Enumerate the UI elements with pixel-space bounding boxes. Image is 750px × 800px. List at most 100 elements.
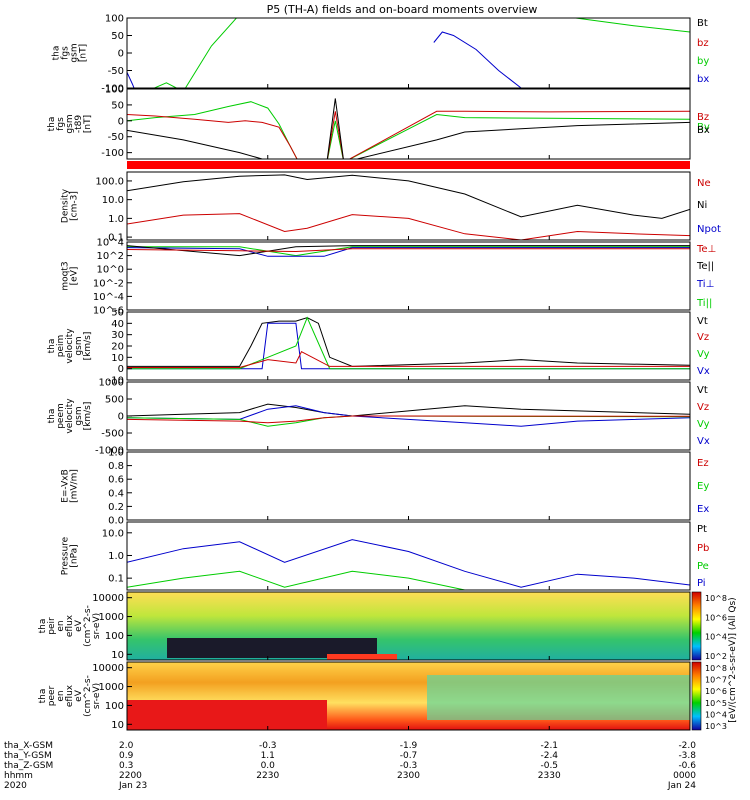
y-tick-label: -50 [108, 66, 124, 77]
y-tick-label: 1.0 [108, 448, 124, 459]
y-tick-label: 10000 [92, 593, 124, 604]
panel-9: 10^8 10^7 10^6 10^5 10^4 10^3 10000 1000 100 10 th… [38, 661, 727, 731]
legend-entry: By [697, 122, 710, 133]
y-label-line: tha [38, 619, 48, 634]
y-label-line: fgs [56, 117, 66, 131]
legend-entry: Pi [697, 578, 706, 589]
panel-frame [126, 88, 691, 160]
legend-entry: Vx [697, 436, 710, 447]
y-tick-label: 100 [105, 701, 124, 712]
y-tick-label: 10000 [92, 663, 124, 674]
y-axis-label: Pressure [nPa] [61, 536, 80, 575]
series-vt-line [127, 403, 690, 417]
colorbar-label: [eV/(cm^2-s-sr-eV)] (All Qs) [728, 597, 738, 722]
series-ti-line [127, 246, 690, 257]
x-tick-value: 0000 [673, 771, 696, 781]
y-tick-label: 50 [111, 308, 124, 319]
cool-band [427, 675, 690, 720]
series-bx-line [127, 72, 135, 88]
x-tick-value: -2.0 [678, 741, 696, 751]
colorbar-tick: 10^2 [705, 652, 727, 661]
panel-frame [126, 17, 691, 89]
y-tick-label: 30 [111, 330, 124, 341]
panel-8: 10^8 10^6 10^4 10^2 10000 1000 100 10 tha peir en e… [38, 591, 727, 661]
warm-band [327, 654, 397, 660]
legend-entry: Ni [697, 200, 707, 211]
colorbar-tick: 10^5 [705, 699, 727, 708]
series-bx-line [433, 31, 523, 88]
y-tick-label: 100.0 [95, 176, 124, 187]
legend-entry: Ne [697, 178, 711, 189]
y-label-line: [nPa] [70, 544, 80, 567]
colorbar [691, 661, 702, 731]
x-tick-value: 1.1 [261, 751, 275, 761]
y-tick-label: 10^-6 [93, 306, 124, 317]
y-label-line: gsm [65, 114, 75, 133]
panel-frame [126, 521, 691, 591]
legend-entry: Npot [697, 224, 721, 235]
low-energy-band [167, 638, 377, 658]
legend-entry: Ti⊥ [696, 279, 714, 290]
y-axis-label: tha peir en eflux eV (cm^2-s-sr-eV) [38, 605, 102, 647]
x-tick-value: 2300 [397, 771, 420, 781]
y-label-line: gsm [70, 43, 80, 62]
y-tick-label: 0 [118, 49, 124, 60]
y-label-line: [cm-3] [70, 191, 80, 221]
y-tick-label: 10^2 [97, 251, 124, 262]
y-label-line: peem [56, 403, 66, 429]
y-label-line: tha [52, 46, 62, 61]
y-label-line: tha [47, 117, 57, 132]
x-tick-value: -0.3 [400, 761, 418, 771]
legend-entry: Vx [697, 366, 710, 377]
y-tick-label: 50 [111, 100, 124, 111]
legend-entry: Vz [697, 332, 709, 343]
y-label-line: Pressure [61, 536, 71, 575]
x-tick-value: Jan 24 [667, 781, 696, 791]
panel-0: Bt bz by bx 100 50 0 -50 -100 tha fgs gsm [nT] [52, 14, 710, 95]
legend-entry: bz [697, 38, 709, 49]
series-ne-line [127, 213, 690, 240]
colorbar-tick: 10^8 [705, 594, 727, 603]
y-label-line: [mV/m] [70, 469, 80, 503]
legend-entry: Bt [697, 18, 708, 29]
y-label-line: moqt3 [61, 261, 71, 290]
y-tick-label: 0.1 [108, 233, 124, 244]
series-vz-line [127, 415, 690, 424]
legend-entry: by [697, 56, 709, 67]
legend-entry: Vt [697, 316, 708, 327]
legend-entry: Ey [697, 481, 709, 492]
y-tick-label: 10^0 [97, 265, 124, 276]
y-tick-label: 10^-2 [93, 278, 124, 289]
series-vx-line [127, 405, 690, 427]
y-label-line: tha [47, 339, 57, 354]
x-tick-value: 2230 [256, 771, 279, 781]
y-label-line: (cm^2-s- [83, 605, 93, 647]
y-label-line: peim [56, 335, 66, 358]
y-label-line: [nT] [79, 44, 89, 62]
series-by-line [153, 18, 690, 88]
panel-frame [126, 451, 691, 521]
panel-2: Ne Ni Npot 100.0 10.0 1.0 0.1 Density [cm-3] [61, 171, 721, 244]
y-tick-label: 10^-4 [93, 292, 124, 303]
x-axis: tha_X-GSMtha_Y-GSMtha_Z-GSMhhmm20202.00.… [4, 741, 696, 791]
series-bx-line [127, 98, 690, 159]
x-row-label: tha_Y-GSM [4, 751, 52, 761]
y-tick-label: 100 [105, 14, 124, 25]
y-label-line: gsm [74, 406, 84, 425]
series-vz-line [127, 351, 690, 368]
y-label-line: [nT] [83, 115, 93, 133]
series-bz-line [127, 110, 690, 159]
y-axis-label: Density [cm-3] [61, 188, 80, 223]
y-label-line: eflux [65, 614, 75, 637]
legend-entry: Pb [697, 543, 709, 554]
x-tick-value: 2330 [538, 771, 561, 781]
legend-entry: Ez [697, 458, 709, 469]
y-label-line: fgs [61, 46, 71, 60]
panel-frame [126, 311, 691, 381]
legend-entry: Vy [697, 419, 710, 430]
legend-entry: Vt [697, 385, 708, 396]
y-label-line: -t89 [74, 115, 84, 134]
